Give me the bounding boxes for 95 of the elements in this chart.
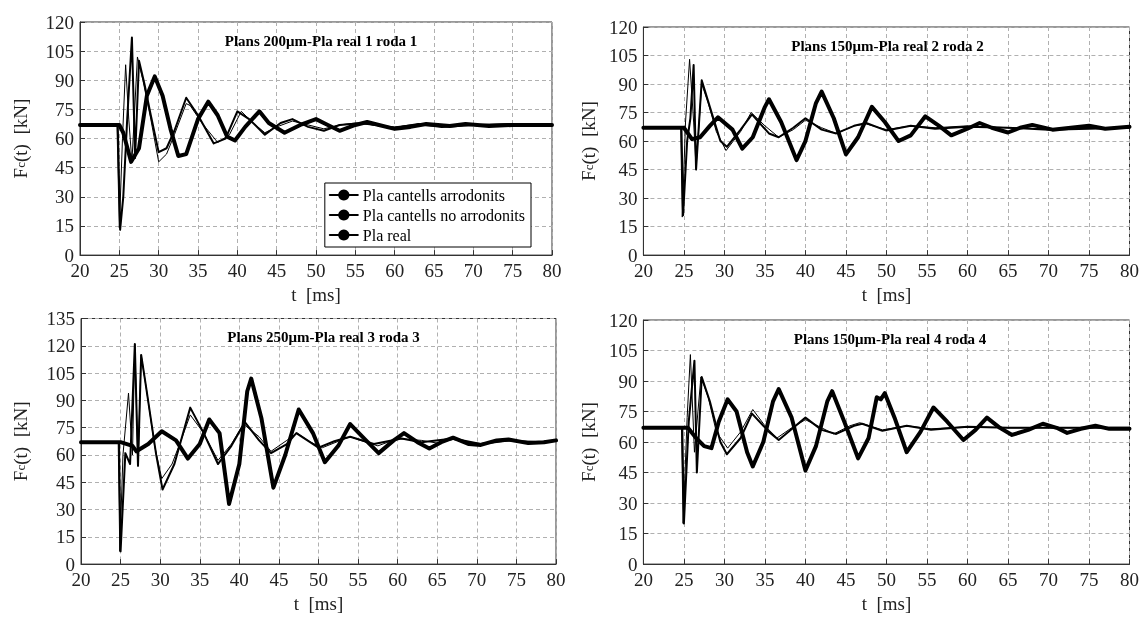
y-tick-label: 105 (608, 45, 638, 67)
x-tick-label: 80 (546, 569, 566, 591)
x-tick-label: 30 (150, 569, 170, 591)
x-tick-label: 55 (917, 260, 937, 282)
x-tick-label: 65 (427, 569, 447, 591)
x-tick-label: 50 (306, 260, 326, 282)
x-tick-label: 70 (463, 260, 483, 282)
x-tick-label: 25 (674, 260, 694, 282)
y-tick-label: 75 (618, 102, 638, 124)
y-tick-label: 135 (46, 308, 75, 329)
x-tick-label: 75 (1079, 260, 1099, 282)
x-tick-label: 60 (388, 569, 408, 591)
x-tick-label: 70 (1038, 569, 1058, 591)
x-tick-label: 80 (1120, 260, 1139, 282)
y-tick-label: 15 (56, 526, 75, 548)
x-axis-title: t [ms] (291, 284, 341, 305)
x-tick-label: 45 (267, 260, 287, 282)
y-tick-label: 45 (56, 471, 75, 493)
x-tick-label: 35 (755, 569, 775, 591)
x-tick-label: 25 (674, 569, 694, 591)
y-tick-label: 120 (608, 309, 638, 331)
x-tick-label: 25 (109, 260, 129, 282)
x-tick-label: 70 (467, 569, 487, 591)
x-tick-label: 30 (714, 569, 734, 591)
x-tick-label: 70 (1038, 260, 1058, 282)
x-tick-label: 40 (795, 260, 815, 282)
y-tick-label: 105 (46, 362, 75, 384)
x-tick-label: 60 (957, 569, 977, 591)
y-tick-label: 120 (46, 335, 75, 357)
x-tick-label: 25 (111, 569, 131, 591)
x-tick-label: 75 (506, 569, 526, 591)
y-tick-label: 30 (618, 187, 638, 209)
y-axis-title: Fc(t) [kN] (578, 101, 600, 181)
x-tick-label: 35 (190, 569, 210, 591)
y-tick-label: 90 (618, 73, 638, 95)
x-axis-title: t [ms] (861, 284, 912, 305)
y-tick-label: 30 (618, 492, 638, 514)
x-tick-label: 35 (188, 260, 208, 282)
x-tick-label: 75 (1079, 569, 1099, 591)
x-tick-label: 35 (755, 260, 775, 282)
legend-label: Pla real (362, 226, 412, 244)
y-tick-label: 120 (608, 16, 638, 38)
x-tick-label: 30 (149, 260, 169, 282)
y-tick-label: 75 (618, 401, 638, 423)
x-tick-label: 65 (424, 260, 444, 282)
x-tick-label: 60 (385, 260, 405, 282)
x-tick-label: 75 (503, 260, 523, 282)
x-tick-label: 60 (957, 260, 977, 282)
x-axis-title: t [ms] (861, 593, 912, 614)
text: Plans 150μm-Pla real 4 roda 4 (793, 330, 987, 347)
y-tick-label: 90 (618, 370, 638, 392)
x-tick-label: 55 (917, 569, 937, 591)
y-tick-label: 60 (55, 128, 74, 150)
y-axis-title: Fc(t) [kN] (578, 402, 600, 482)
y-tick-label: 75 (55, 98, 74, 120)
y-tick-label: 15 (618, 523, 638, 545)
x-tick-label: 80 (1120, 569, 1139, 591)
x-tick-label: 40 (227, 260, 247, 282)
x-tick-label: 80 (542, 260, 562, 282)
x-tick-label: 40 (795, 569, 815, 591)
x-tick-label: 55 (345, 260, 365, 282)
text: Plans 200μm-Pla real 1 roda 1 (224, 32, 418, 49)
y-tick-label: 30 (55, 186, 74, 208)
x-tick-label: 55 (348, 569, 368, 591)
x-axis-title: t [ms] (293, 593, 344, 614)
x-tick-label: 45 (269, 569, 289, 591)
y-tick-label: 45 (618, 462, 638, 484)
legend-label: Pla cantells arrodonits (362, 186, 505, 204)
y-tick-label: 75 (56, 417, 75, 439)
x-tick-label: 65 (998, 260, 1018, 282)
y-tick-label: 15 (55, 215, 74, 237)
y-tick-label: 60 (618, 431, 638, 453)
x-tick-label: 45 (836, 569, 856, 591)
text: Plans 150μm-Pla real 2 roda 2 (791, 37, 984, 54)
y-tick-label: 30 (56, 499, 75, 521)
y-tick-label: 90 (56, 389, 75, 411)
x-tick-label: 50 (876, 569, 896, 591)
x-tick-label: 50 (876, 260, 896, 282)
x-tick-label: 40 (229, 569, 249, 591)
x-tick-label: 50 (309, 569, 328, 591)
x-tick-label: 45 (836, 260, 856, 282)
x-tick-label: 30 (714, 260, 734, 282)
x-tick-label: 65 (998, 569, 1018, 591)
y-tick-label: 105 (45, 40, 74, 62)
y-tick-label: 120 (45, 11, 74, 33)
y-tick-label: 105 (608, 340, 638, 362)
y-axis-title: Fc(t) [kN] (10, 401, 32, 482)
y-tick-label: 45 (55, 157, 74, 179)
y-tick-label: 60 (56, 444, 75, 466)
text: Plans 250μm-Pla real 3 roda 3 (227, 328, 420, 345)
legend-label: Pla cantells no arrodonits (362, 206, 525, 224)
y-tick-label: 45 (618, 159, 638, 181)
y-tick-label: 15 (618, 216, 638, 238)
y-tick-label: 60 (618, 130, 638, 152)
y-tick-label: 90 (55, 69, 74, 91)
